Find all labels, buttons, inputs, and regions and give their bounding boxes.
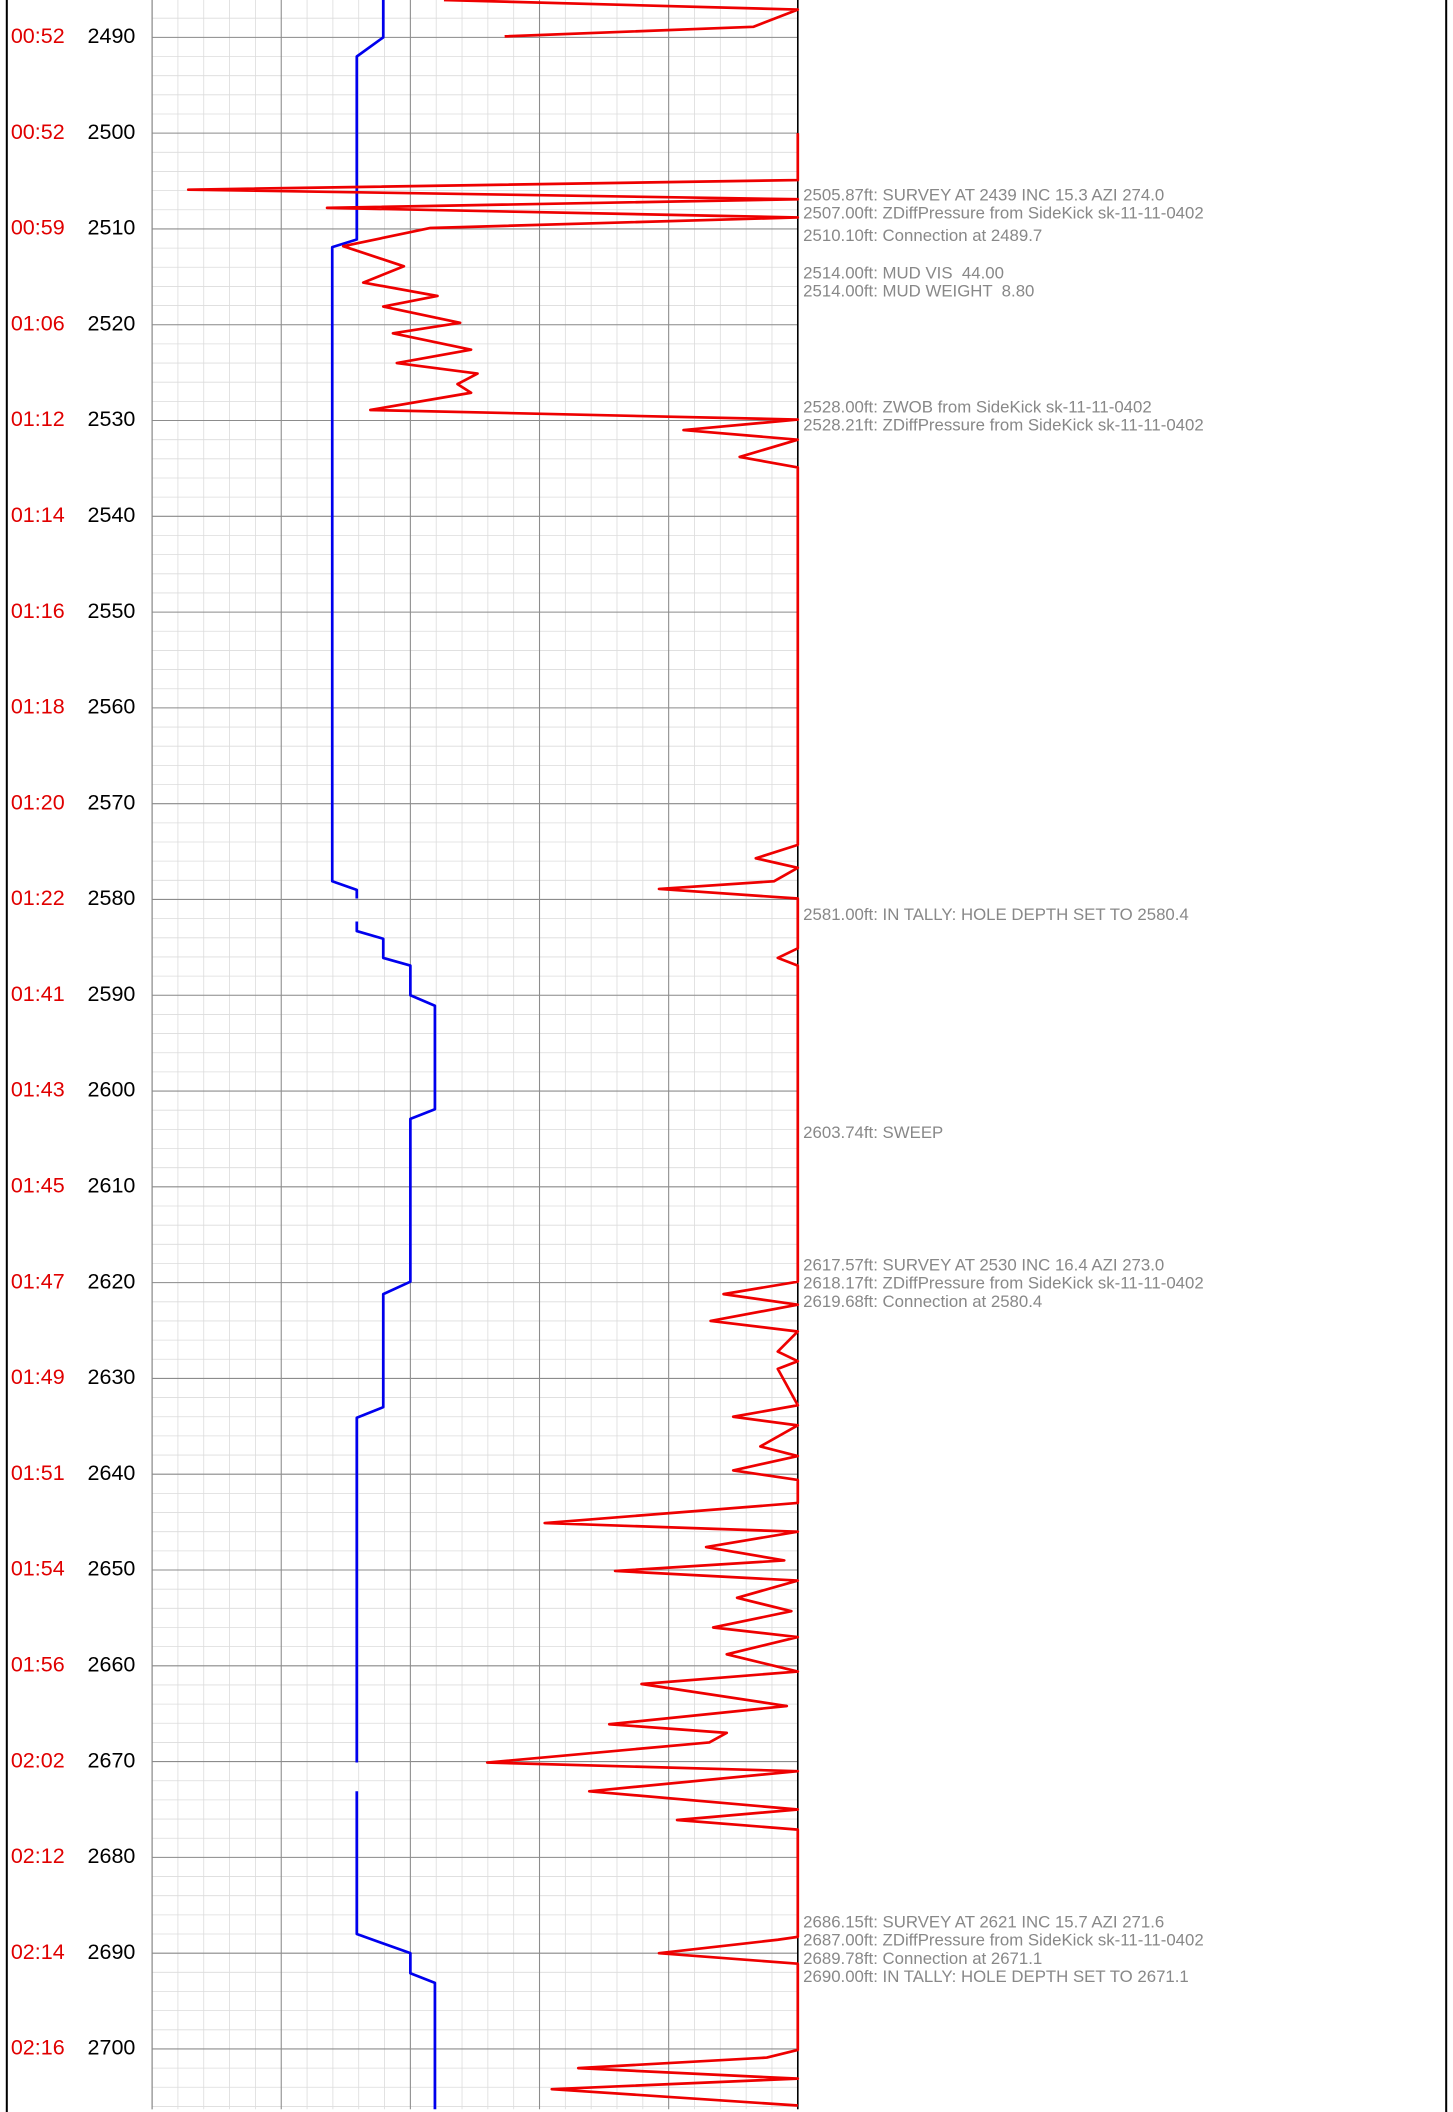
depth-label: 2610 <box>88 1174 136 1198</box>
annotation: 2514.00ft: MUD WEIGHT 8.80 <box>803 282 1034 301</box>
annotation: 2617.57ft: SURVEY AT 2530 INC 16.4 AZI 2… <box>803 1256 1164 1275</box>
time-label: 01:16 <box>11 599 65 623</box>
annotation: 2603.74ft: SWEEP <box>803 1123 943 1142</box>
time-label: 01:49 <box>11 1365 65 1389</box>
depth-label: 2650 <box>88 1557 136 1581</box>
time-label: 01:22 <box>11 886 65 910</box>
time-label: 02:02 <box>11 1748 65 1772</box>
depth-label: 2630 <box>88 1365 136 1389</box>
annotation: 2505.87ft: SURVEY AT 2439 INC 15.3 AZI 2… <box>803 186 1164 205</box>
annotation: 2619.68ft: Connection at 2580.4 <box>803 1292 1042 1311</box>
depth-label: 2690 <box>88 1940 136 1964</box>
depth-label: 2700 <box>88 2036 136 2060</box>
annotation: 2687.00ft: ZDiffPressure from SideKick s… <box>803 1931 1204 1950</box>
depth-label: 2500 <box>88 120 136 144</box>
annotation: 2686.15ft: SURVEY AT 2621 INC 15.7 AZI 2… <box>803 1912 1164 1931</box>
time-label: 01:20 <box>11 790 65 814</box>
time-label: 02:14 <box>11 1940 65 1964</box>
time-label: 00:52 <box>11 120 65 144</box>
time-label: 01:51 <box>11 1461 65 1485</box>
depth-label: 2620 <box>88 1269 136 1293</box>
time-label: 02:12 <box>11 1844 65 1868</box>
depth-label: 2550 <box>88 599 136 623</box>
annotation: 2528.21ft: ZDiffPressure from SideKick s… <box>803 416 1204 435</box>
annotation: 2510.10ft: Connection at 2489.7 <box>803 226 1042 245</box>
depth-label: 2520 <box>88 311 136 335</box>
annotation: 2581.00ft: IN TALLY: HOLE DEPTH SET TO 2… <box>803 905 1189 924</box>
annotation: 2528.00ft: ZWOB from SideKick sk-11-11-0… <box>803 398 1152 417</box>
depth-label: 2580 <box>88 886 136 910</box>
time-label: 01:14 <box>11 503 65 527</box>
time-label: 00:59 <box>11 216 65 240</box>
depth-label: 2540 <box>88 503 136 527</box>
time-label: 01:12 <box>11 407 65 431</box>
depth-label: 2490 <box>88 24 136 48</box>
time-label: 01:06 <box>11 311 65 335</box>
depth-label: 2670 <box>88 1748 136 1772</box>
annotation: 2618.17ft: ZDiffPressure from SideKick s… <box>803 1274 1204 1293</box>
depth-label: 2680 <box>88 1844 136 1868</box>
time-label: 01:54 <box>11 1557 65 1581</box>
time-label: 01:56 <box>11 1652 65 1676</box>
log-curve <box>186 0 800 2107</box>
depth-label: 2600 <box>88 1078 136 1102</box>
depth-label: 2640 <box>88 1461 136 1485</box>
depth-label: 2660 <box>88 1652 136 1676</box>
annotation: 2689.78ft: Connection at 2671.1 <box>803 1949 1042 1968</box>
time-label: 01:45 <box>11 1174 65 1198</box>
annotation: 2690.00ft: IN TALLY: HOLE DEPTH SET TO 2… <box>803 1967 1189 1986</box>
annotation: 2507.00ft: ZDiffPressure from SideKick s… <box>803 204 1204 223</box>
time-label: 01:43 <box>11 1078 65 1102</box>
time-label: 02:16 <box>11 2036 65 2060</box>
time-label: 01:18 <box>11 695 65 719</box>
log-curve <box>330 0 437 2110</box>
time-label: 01:47 <box>11 1269 65 1293</box>
time-label: 01:41 <box>11 982 65 1006</box>
depth-label: 2570 <box>88 790 136 814</box>
annotation: 2514.00ft: MUD VIS 44.00 <box>803 263 1004 282</box>
depth-label: 2590 <box>88 982 136 1006</box>
time-label: 00:52 <box>11 24 65 48</box>
depth-label: 2560 <box>88 695 136 719</box>
depth-label: 2510 <box>88 216 136 240</box>
depth-label: 2530 <box>88 407 136 431</box>
